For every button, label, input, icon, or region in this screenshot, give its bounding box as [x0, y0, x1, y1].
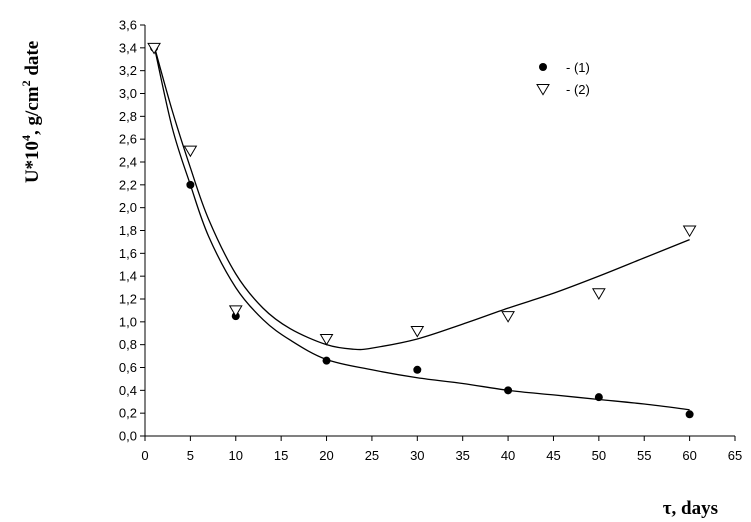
fit-curve-series-2 [153, 45, 690, 351]
x-tick-label: 45 [546, 448, 560, 463]
data-point-series-2 [147, 42, 161, 55]
data-point-series-1 [413, 365, 422, 374]
legend-marker-series-1 [539, 63, 547, 71]
y-tick-label: 2,2 [119, 177, 137, 192]
y-axis-title-base: U*10 [22, 141, 43, 183]
x-tick-label: 35 [455, 448, 469, 463]
data-point-series-2 [410, 325, 425, 338]
legend-label-series-2: - (2) [566, 82, 590, 97]
y-tick-label: 3,4 [119, 40, 137, 55]
data-point-series-2 [319, 333, 334, 346]
data-point-series-1 [504, 386, 513, 395]
data-point-series-1 [186, 180, 195, 189]
y-tick-label: 2,8 [119, 109, 137, 124]
data-point-series-2 [501, 311, 515, 323]
y-tick-label: 1,8 [119, 223, 137, 238]
data-points [147, 42, 697, 419]
y-axis-title-mid: , g/cm [22, 86, 43, 135]
y-tick-label: 1,4 [119, 269, 137, 284]
x-axis-title: τ, days [663, 498, 718, 519]
y-tick-label: 3,2 [119, 63, 137, 78]
x-tick-label: 65 [728, 448, 742, 463]
x-tick-label: 0 [141, 448, 148, 463]
x-tick-label: 40 [501, 448, 515, 463]
y-axis-title-end: date [22, 41, 43, 81]
x-tick-label: 60 [682, 448, 696, 463]
data-point-series-1 [685, 410, 694, 419]
data-point-series-2 [591, 288, 606, 300]
y-tick-label: 3,6 [119, 18, 137, 33]
legend-marker-series-2 [536, 84, 550, 96]
x-tick-label: 10 [229, 448, 243, 463]
y-axis-title: U*104, g/cm2 date [19, 41, 43, 183]
y-tick-label: 2,0 [119, 200, 137, 215]
x-tick-label: 50 [592, 448, 606, 463]
axes: 0 5 10 15 20 25 30 35 40 45 50 55 60 65 0,0 0,2 0,4 0,6 0,… [119, 18, 742, 464]
data-point-series-1 [594, 393, 603, 402]
fit-curves [153, 45, 690, 411]
y-axis-title-exp1: 4 [19, 135, 33, 141]
y-tick-label: 0,8 [119, 337, 137, 352]
y-tick-label: 1,2 [119, 292, 137, 307]
data-point-series-2 [682, 225, 697, 238]
y-axis-title-exp2: 2 [19, 80, 33, 86]
x-tick-label: 5 [187, 448, 194, 463]
y-tick-label: 0,4 [119, 383, 137, 398]
legend-label-series-1: - (1) [566, 60, 590, 75]
y-tick-label: 0,2 [119, 406, 137, 421]
data-point-series-1 [322, 356, 331, 365]
x-tick-label: 15 [274, 448, 288, 463]
x-tick-label: 55 [637, 448, 651, 463]
x-tick-label: 25 [365, 448, 379, 463]
legend: - (1) - (2) [536, 60, 590, 97]
y-tick-label: 0,0 [119, 429, 137, 444]
y-tick-label: 0,6 [119, 360, 137, 375]
x-tick-label: 20 [319, 448, 333, 463]
fit-curve-series-1 [153, 45, 690, 411]
y-tick-label: 2,6 [119, 132, 137, 147]
x-tick-label: 30 [410, 448, 424, 463]
data-point-series-2 [183, 145, 198, 158]
y-tick-label: 1,0 [119, 314, 137, 329]
y-tick-label: 2,4 [119, 155, 137, 170]
y-tick-label: 1,6 [119, 246, 137, 261]
y-tick-label: 3,0 [119, 86, 137, 101]
data-point-series-2 [228, 305, 243, 318]
